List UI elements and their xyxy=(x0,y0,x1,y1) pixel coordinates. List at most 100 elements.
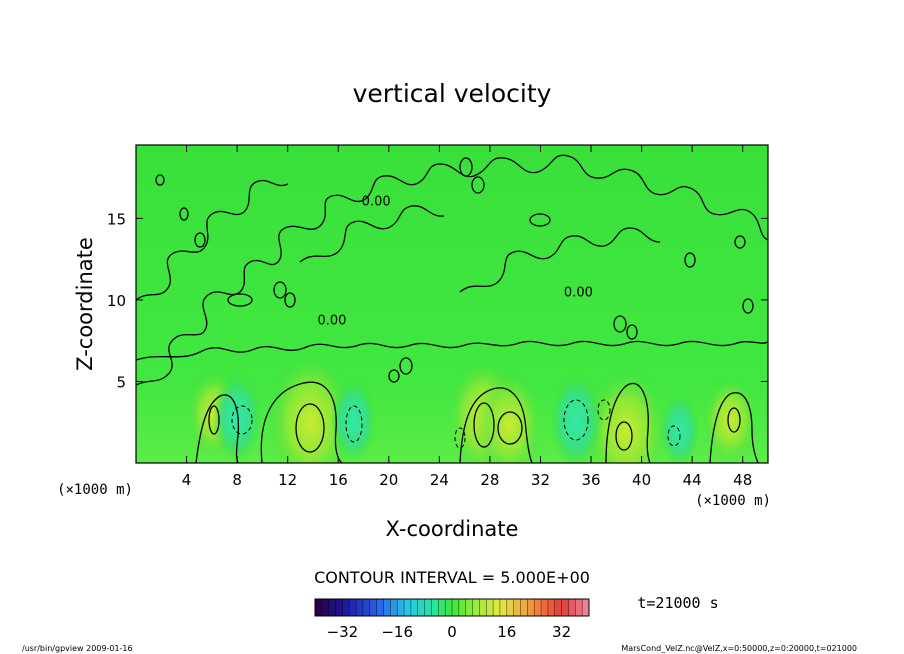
contour-line xyxy=(734,235,746,249)
colorbar-cell xyxy=(328,599,337,616)
contour-line xyxy=(742,298,754,314)
colorbar-cell xyxy=(465,599,474,616)
colorbar-cell xyxy=(486,599,494,616)
y-tick-label: 10 xyxy=(107,292,126,310)
colorbar-cell xyxy=(438,599,446,616)
y-tick-label: 5 xyxy=(116,373,126,391)
y-axis-label: Z-coordinate xyxy=(73,237,97,371)
contour-lines xyxy=(136,154,768,463)
colorbar-cell xyxy=(383,599,391,616)
colorbar-cell xyxy=(356,599,364,616)
contour-line xyxy=(136,179,289,301)
colorbar-cell xyxy=(527,599,535,616)
contour-line xyxy=(399,357,413,375)
contour-line xyxy=(529,213,551,227)
contour-line xyxy=(227,293,253,307)
colorbar-cell xyxy=(369,599,378,616)
contour-line xyxy=(299,205,445,263)
contour-line xyxy=(471,176,485,194)
contour-line xyxy=(497,411,523,445)
x-tick-label: 16 xyxy=(329,471,348,489)
contour-line xyxy=(273,281,287,299)
colorbar-cell xyxy=(445,599,453,616)
colorbar-cell xyxy=(321,599,330,616)
updraft-region xyxy=(702,376,758,463)
x-tick-label: 40 xyxy=(632,471,651,489)
contour-line xyxy=(459,387,533,463)
negative-contour-line xyxy=(597,399,611,421)
colorbar-cell xyxy=(458,599,467,616)
x-tick-label: 44 xyxy=(683,471,702,489)
x-tick-label: 20 xyxy=(379,471,398,489)
colorbar-cell xyxy=(335,599,343,616)
colorbar-tick-label: −16 xyxy=(381,623,413,641)
contour-line xyxy=(260,381,343,463)
x-tick-label: 28 xyxy=(480,471,499,489)
colorbar-cell xyxy=(534,599,542,616)
colorbar-ticks: −32 −16 0 16 32 xyxy=(327,623,572,641)
plot-frame xyxy=(135,144,769,464)
colorbar-cell xyxy=(390,599,398,616)
colorbar-tick-label: −32 xyxy=(327,623,359,641)
contour-line xyxy=(388,369,400,383)
contour-line xyxy=(727,407,741,433)
colorbar-cell xyxy=(554,599,563,616)
negative-contour-line xyxy=(454,427,466,449)
colorbar-cell xyxy=(479,599,487,616)
colorbar-cell xyxy=(499,599,508,616)
contour-line xyxy=(615,421,633,451)
updraft-region xyxy=(267,354,353,463)
colorbar-cell xyxy=(404,599,412,616)
x-tick-label: 4 xyxy=(182,471,192,489)
y-axis-ticks: 5 10 15 xyxy=(107,210,768,391)
contour-line xyxy=(179,207,189,221)
colorbar-tick-label: 32 xyxy=(552,623,571,641)
x-axis-unit: (×1000 m) xyxy=(695,493,771,509)
contour-line xyxy=(684,252,696,268)
x-axis-ticks: 4 8 12 16 20 24 28 32 36 40 44 48 xyxy=(182,145,752,489)
chart-title: vertical velocity xyxy=(353,79,552,108)
contour-line xyxy=(284,292,296,308)
time-label: t=21000 s xyxy=(637,594,718,612)
colorbar-tick-label: 16 xyxy=(497,623,516,641)
contour-labels: 0.00 0.00 0.00 xyxy=(317,194,592,328)
colorbar-cell xyxy=(561,599,569,616)
colorbar-cell xyxy=(472,599,480,616)
colorbar-cell xyxy=(582,599,590,616)
downdraft-region xyxy=(659,393,700,463)
contour-line xyxy=(136,154,768,386)
colorbar-cell xyxy=(541,599,549,616)
y-axis-unit: (×1000 m) xyxy=(57,482,133,498)
contour-line xyxy=(295,403,325,453)
contour-line xyxy=(194,232,206,248)
negative-contour-line xyxy=(667,425,681,447)
contour-line xyxy=(136,340,768,361)
colorbar-cell xyxy=(397,599,405,616)
colorbar xyxy=(314,599,590,616)
x-axis-label: X-coordinate xyxy=(386,517,519,541)
x-tick-label: 36 xyxy=(581,471,600,489)
downdraft-region xyxy=(330,378,377,463)
negative-contour-line xyxy=(345,405,363,443)
contour-line xyxy=(155,174,165,186)
colorbar-cell xyxy=(417,599,426,616)
contour-label: 0.00 xyxy=(317,313,346,328)
colorbar-cell xyxy=(493,599,501,616)
colorbar-cell xyxy=(547,599,556,616)
x-tick-label: 8 xyxy=(232,471,242,489)
y-tick-label: 15 xyxy=(107,210,126,228)
contour-line xyxy=(613,315,627,333)
colorbar-cell xyxy=(575,599,583,616)
downdraft-region xyxy=(549,373,603,463)
contour-line xyxy=(626,324,638,340)
x-tick-label: 24 xyxy=(430,471,449,489)
x-tick-label: 32 xyxy=(531,471,550,489)
negative-contour-lines xyxy=(231,399,681,449)
contour-line xyxy=(709,392,759,463)
negative-contour-line xyxy=(563,399,589,441)
colorbar-cell xyxy=(349,599,357,616)
colorbar-cell xyxy=(424,599,432,616)
colorbar-cell xyxy=(362,599,371,616)
colorbar-cell xyxy=(520,599,528,616)
